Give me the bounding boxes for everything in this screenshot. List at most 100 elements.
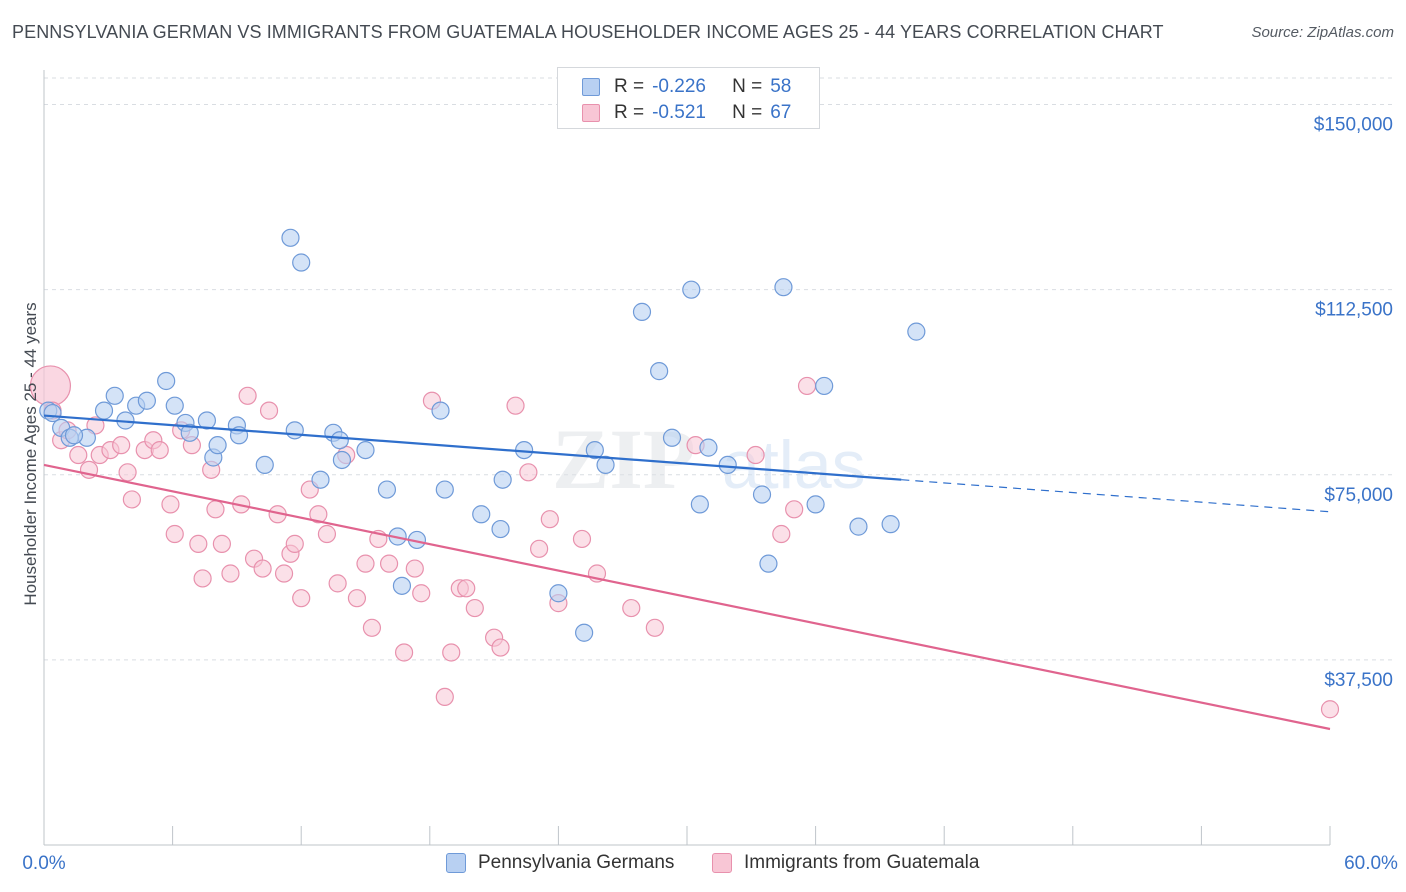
data-point [285, 534, 304, 553]
data-point [465, 598, 484, 618]
data-point [596, 455, 615, 475]
legend-item-immigrants-from-guatemala: Immigrants from Guatemala [712, 852, 979, 874]
data-point [105, 386, 124, 405]
data-point [165, 524, 184, 544]
data-point [772, 524, 791, 544]
y-tick-label: $112,500 [1315, 300, 1393, 321]
data-point [506, 396, 525, 415]
data-point [907, 322, 926, 341]
n-value: 67 [770, 102, 792, 123]
data-point [746, 445, 765, 465]
y-axis-label: Householder Income Ages 25 - 44 years [21, 302, 40, 605]
data-point [575, 623, 594, 642]
data-point [752, 485, 772, 504]
legend-swatch-pink [582, 104, 600, 122]
data-point [281, 228, 300, 247]
data-point [650, 362, 669, 381]
legend-label: Immigrants from Guatemala [744, 852, 980, 873]
data-point [379, 554, 399, 573]
data-point [394, 643, 414, 662]
data-point [292, 589, 311, 608]
source-label: Source: ZipAtlas.com [1251, 24, 1394, 41]
data-point [86, 416, 105, 435]
data-point [274, 564, 294, 583]
y-tick-label: $75,000 [1324, 485, 1393, 506]
data-point [682, 280, 701, 299]
x-tick-label: 0.0% [22, 853, 65, 874]
data-point [662, 428, 682, 447]
data-point [180, 423, 199, 442]
data-point [112, 436, 131, 455]
data-point [519, 463, 538, 482]
data-point [161, 495, 180, 514]
data-point [431, 401, 450, 420]
data-point [238, 386, 257, 405]
y-tick-label: $150,000 [1314, 115, 1393, 136]
data-point [622, 598, 641, 618]
data-point [69, 445, 88, 465]
data-point [585, 440, 604, 460]
data-point [189, 534, 208, 553]
legend-swatch-pink [712, 853, 732, 873]
legend-label: Pennsylvania Germans [478, 852, 675, 873]
legend-swatch-blue [582, 78, 600, 96]
r-value: -0.226 [652, 76, 706, 97]
data-point [377, 480, 397, 499]
data-point [165, 396, 184, 415]
data-point [150, 440, 169, 460]
n-label: N = [732, 102, 763, 123]
data-point [718, 455, 737, 475]
data-point [815, 376, 834, 396]
r-value: -0.521 [652, 102, 706, 123]
legend-item-pennsylvania-germans: Pennsylvania Germans [446, 852, 674, 874]
n-label: N = [732, 76, 763, 97]
data-point [347, 589, 367, 608]
watermark-atlas: atlas [722, 427, 866, 503]
series-legend: Pennsylvania Germans Immigrants from Gua… [0, 852, 1406, 878]
legend-row-pennsylvania-germans: R = -0.226 N = 58 [582, 74, 791, 100]
data-point [255, 455, 274, 475]
series-immigrants-from-guatemala [29, 365, 1340, 719]
data-point [881, 515, 900, 534]
data-point [356, 554, 375, 573]
data-point [43, 403, 62, 423]
data-point [797, 376, 817, 396]
legend-row-immigrants-from-guatemala: R = -0.521 N = 67 [582, 100, 791, 126]
grid-lines [44, 77, 1394, 661]
data-point [118, 463, 137, 482]
trend-lines [43, 414, 1331, 731]
data-point [208, 436, 227, 455]
data-point [330, 431, 349, 450]
n-value: 58 [770, 76, 792, 97]
legend-swatch-blue [446, 853, 466, 873]
data-point [259, 401, 279, 420]
data-point [491, 519, 510, 539]
data-point [328, 574, 347, 593]
data-point [317, 524, 337, 544]
x-tick-label: 60.0% [1344, 853, 1398, 874]
data-point [540, 510, 559, 529]
data-point [1320, 700, 1340, 719]
data-point [645, 618, 664, 637]
data-point [362, 618, 382, 637]
chart-title: PENNSYLVANIA GERMAN VS IMMIGRANTS FROM G… [12, 22, 1164, 42]
data-point [472, 505, 491, 524]
data-point [549, 584, 568, 603]
data-point [285, 421, 304, 440]
series-pennsylvania-germans [39, 228, 926, 642]
data-point [530, 539, 549, 558]
data-point [435, 687, 454, 707]
data-point [206, 500, 225, 519]
data-point [64, 426, 84, 445]
data-point [311, 470, 330, 489]
data-point [292, 253, 311, 272]
data-point [405, 559, 424, 578]
data-point [412, 584, 431, 603]
data-point [309, 505, 328, 524]
data-point [332, 450, 352, 470]
tick-labels: $37,500 $75,000 $112,500 $150,000 0.0% 60.0% [22, 115, 1398, 874]
data-point [253, 559, 272, 578]
data-point [806, 495, 825, 514]
data-point [212, 534, 231, 553]
